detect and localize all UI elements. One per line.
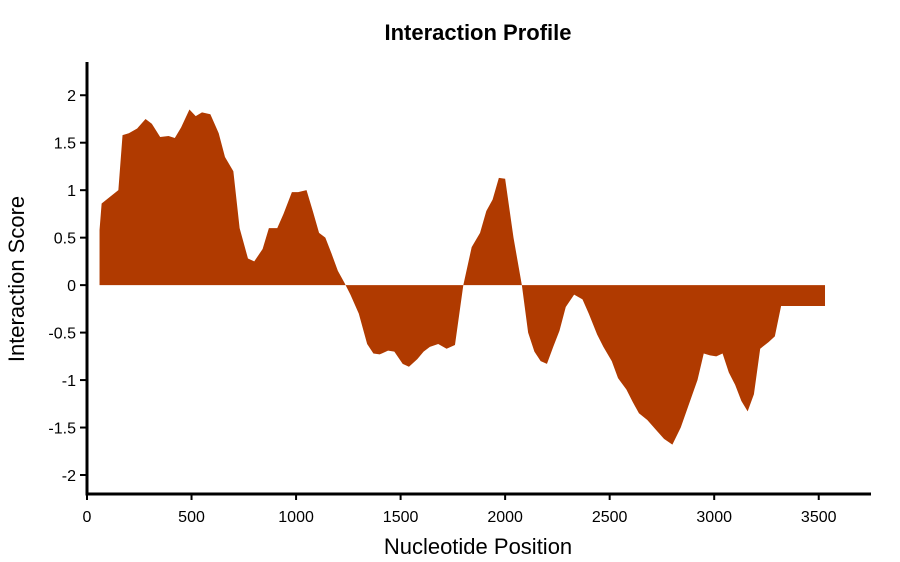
area-series: [99, 109, 826, 445]
x-tick-label: 1000: [278, 509, 314, 526]
y-axis-ticks: 2 1.5 1 0.5 0 -0.5 -1 -1.5 -2: [48, 88, 87, 485]
y-tick-label: -1: [62, 373, 76, 390]
y-tick-label: -1.5: [48, 421, 76, 438]
y-tick-label: -2: [62, 468, 76, 485]
y-tick-label: 1.5: [54, 136, 76, 153]
chart-title: Interaction Profile: [384, 20, 571, 45]
x-axis-ticks: 0 500 1000 1500 2000 2500 3000 3500: [83, 494, 837, 526]
x-tick-label: 500: [178, 509, 205, 526]
y-tick-label: 1: [67, 183, 76, 200]
x-axis-label: Nucleotide Position: [384, 534, 572, 559]
y-axis-label: Interaction Score: [4, 196, 29, 362]
x-tick-label: 3000: [696, 509, 732, 526]
y-tick-label: 0: [67, 278, 76, 295]
x-tick-label: 0: [83, 509, 92, 526]
x-tick-label: 3500: [801, 509, 837, 526]
x-tick-label: 2500: [592, 509, 628, 526]
x-tick-label: 2000: [487, 509, 523, 526]
y-tick-label: -0.5: [48, 326, 76, 343]
y-tick-label: 0.5: [54, 231, 76, 248]
y-tick-label: 2: [67, 88, 76, 105]
x-tick-label: 1500: [383, 509, 419, 526]
